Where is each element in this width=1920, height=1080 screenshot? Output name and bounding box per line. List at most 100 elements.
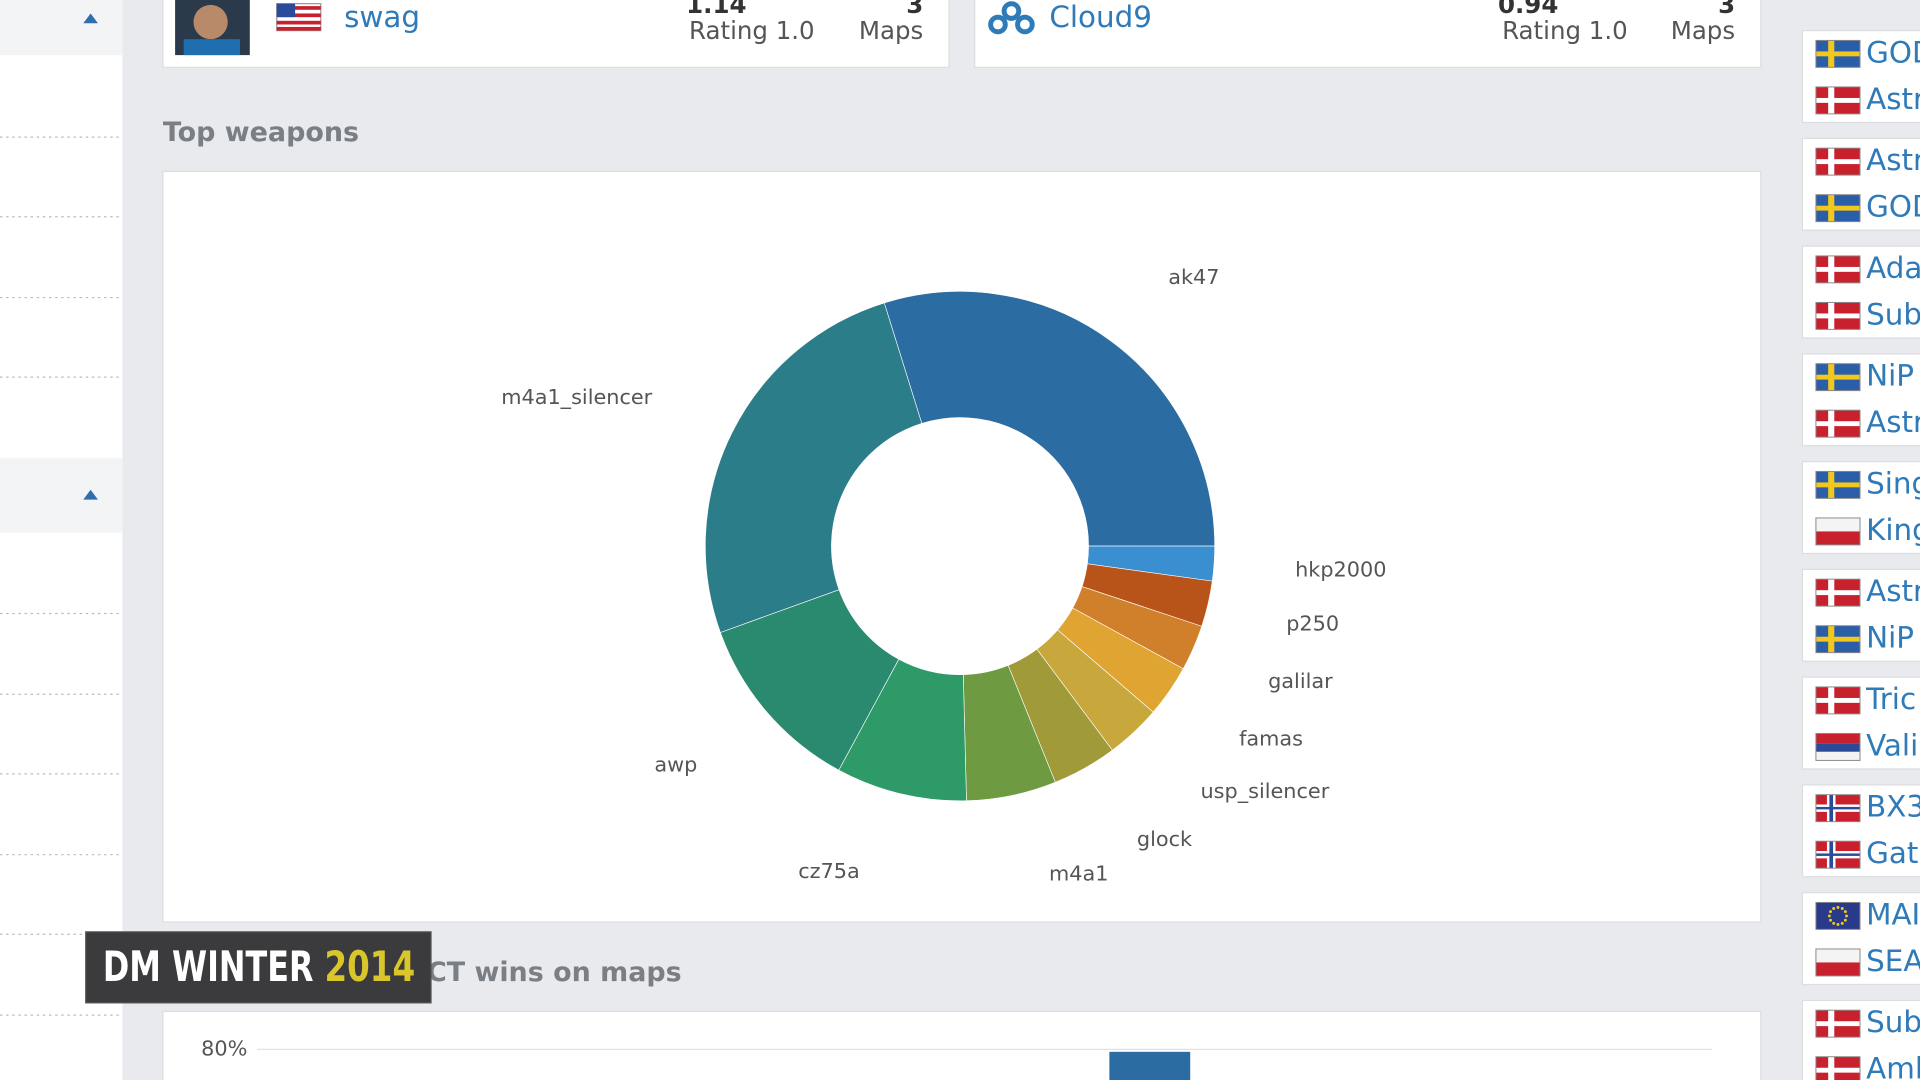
team-name[interactable]: Sing — [1866, 466, 1920, 500]
slice-label: famas — [1239, 727, 1303, 751]
team-name[interactable]: King — [1866, 513, 1920, 547]
flag-star — [1836, 923, 1840, 926]
team-name[interactable]: Tric — [1865, 682, 1916, 716]
maps-value: 3 — [906, 0, 923, 19]
flag-border — [1815, 86, 1861, 115]
sidebar-header[interactable] — [0, 0, 123, 56]
donut-slice[interactable] — [705, 302, 923, 633]
player-name[interactable]: swag — [344, 0, 420, 34]
slice-label: m4a1_silencer — [501, 385, 652, 409]
flag-dk — [1815, 578, 1861, 607]
flag-us — [276, 3, 322, 32]
flag-border — [1815, 578, 1861, 607]
slice-label: hkp2000 — [1295, 558, 1386, 582]
flag-part — [1815, 697, 1860, 703]
team-card — [974, 0, 1762, 68]
flag-part — [1815, 482, 1860, 488]
slice-label: cz75a — [798, 859, 860, 883]
sidebar-header[interactable] — [0, 457, 123, 533]
slice-label: ak47 — [1168, 265, 1219, 289]
flag-part — [1815, 374, 1860, 380]
maps-label: Maps — [859, 16, 923, 45]
flag-part — [1815, 590, 1860, 596]
flag-part — [1815, 517, 1860, 532]
flag-eu — [1815, 901, 1861, 930]
overlay-brand: DM WINTER — [103, 942, 314, 991]
flag-part — [1815, 421, 1860, 427]
flag-star — [1832, 921, 1836, 925]
flag-dk — [1815, 86, 1861, 115]
team-name[interactable]: MAI — [1866, 897, 1920, 931]
flag-star — [1840, 921, 1844, 925]
collapse-arrow[interactable] — [83, 489, 98, 500]
bar-chart: 80% — [201, 1036, 1712, 1060]
team-name[interactable]: Vali — [1866, 728, 1918, 762]
team-name[interactable]: Astr — [1866, 82, 1920, 116]
rating-value: 1.14 — [686, 0, 746, 19]
flag-dk — [1815, 1009, 1861, 1038]
flag-border — [1815, 1009, 1861, 1038]
team-name[interactable]: Sub — [1866, 1005, 1920, 1039]
flag-part — [1815, 806, 1860, 810]
flag-border — [1815, 686, 1861, 715]
avatar-face — [193, 4, 228, 40]
bar-partial — [1109, 1051, 1191, 1080]
flag-no — [1815, 840, 1861, 869]
donut-slice[interactable] — [883, 291, 1216, 547]
y-tick-label: 80% — [201, 1036, 247, 1060]
team-name[interactable]: BX3 — [1866, 790, 1920, 824]
team-name[interactable]: Sub — [1866, 297, 1920, 331]
flag-border — [1815, 948, 1861, 977]
flag-part — [1815, 1067, 1860, 1073]
team-name[interactable]: Astr — [1866, 574, 1920, 608]
flag-se — [1815, 194, 1861, 223]
flag-border — [1815, 470, 1861, 499]
flag-dk — [1815, 255, 1861, 284]
rating-label: Rating 1.0 — [1502, 16, 1628, 45]
flag-part — [1815, 313, 1860, 319]
flag-star — [1827, 914, 1831, 918]
team-name[interactable]: Astr — [1866, 405, 1920, 439]
flag-star — [1843, 918, 1847, 922]
flag-border — [1815, 1056, 1861, 1080]
team-name[interactable]: Cloud9 — [1049, 0, 1152, 34]
flag-part — [1815, 97, 1860, 103]
team-name[interactable]: Astr — [1866, 143, 1920, 177]
maps-label: Maps — [1671, 16, 1735, 45]
flag-border — [1815, 363, 1861, 392]
flag-rs — [1815, 732, 1861, 761]
team-name[interactable]: NiP — [1866, 621, 1914, 655]
flag-no — [1815, 794, 1861, 823]
flag-border — [1815, 147, 1861, 176]
team-name[interactable]: GOD — [1866, 190, 1920, 224]
flag-dk — [1815, 301, 1861, 330]
flag-se — [1815, 363, 1861, 392]
team-name[interactable]: Aml — [1866, 1052, 1920, 1080]
rating-value: 0.94 — [1498, 0, 1558, 19]
team-name[interactable]: Gat — [1866, 836, 1918, 870]
slice-label: glock — [1137, 827, 1192, 851]
flag-star — [1840, 907, 1844, 910]
team-name[interactable]: SEA — [1866, 944, 1920, 978]
match-list: GOD Astr Astr GOD Ada Sub NiP Astr Sing King Astr N… — [1801, 30, 1920, 1080]
donut-chart: ak47 hkp2000 p250 galilar famas usp_silencerg… — [501, 265, 1386, 885]
slice-label: galilar — [1268, 669, 1333, 693]
maps-value: 3 — [1718, 0, 1735, 19]
flag-border — [1815, 625, 1861, 654]
left-sidebar — [0, 0, 123, 1080]
team-name[interactable]: Ada — [1866, 251, 1920, 285]
flag-border — [1815, 732, 1861, 761]
team-name[interactable]: GOD — [1866, 35, 1920, 69]
flag-border — [1815, 301, 1861, 330]
section-title: / CT wins on maps — [408, 957, 682, 988]
sidebar-rows — [0, 136, 123, 1016]
flag-part — [1815, 205, 1860, 211]
team-name[interactable]: NiP — [1866, 359, 1914, 393]
collapse-arrow[interactable] — [83, 13, 98, 24]
cloud9-logo — [988, 1, 1035, 35]
overlay-year: 2014 — [324, 942, 415, 991]
flag-part — [1815, 743, 1860, 752]
flag-se — [1815, 470, 1861, 499]
flag-border — [1815, 194, 1861, 223]
flag-part — [1815, 751, 1860, 761]
